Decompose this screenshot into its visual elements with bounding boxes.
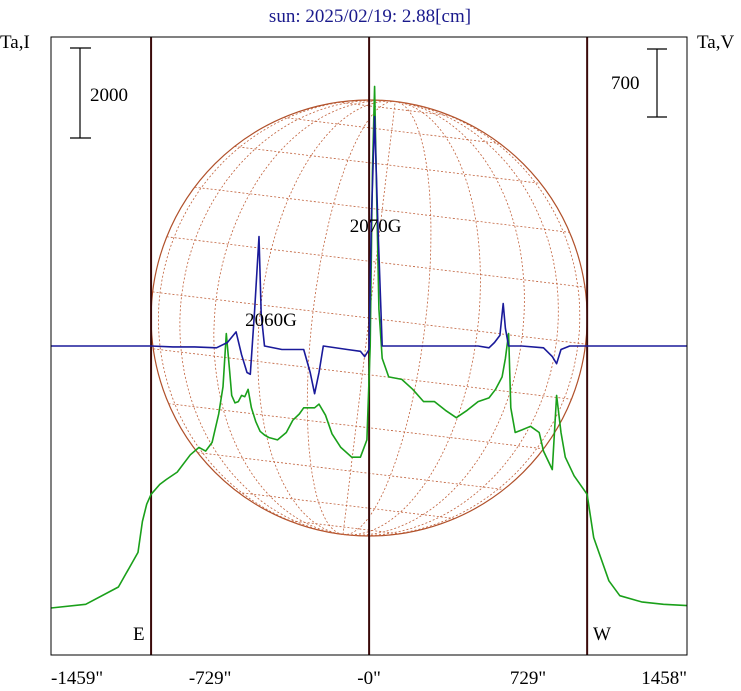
longitude-line: [342, 101, 581, 537]
latitude-line: [153, 348, 572, 400]
x-tick-labels: -1459" -729" -0" 729" 1458": [51, 668, 687, 689]
region-annotation: 2060G: [245, 310, 297, 331]
x-tick-label: -0": [357, 668, 381, 689]
chart-title: sun: 2025/02/19: 2.88[cm]: [269, 6, 471, 27]
east-limb-label: E: [133, 624, 145, 645]
x-tick-label: -729": [189, 668, 232, 689]
latitude-line: [283, 117, 500, 144]
longitude-line: [342, 101, 525, 536]
right-scale-bar: 700: [611, 48, 667, 118]
left-scale-bar: 2000: [70, 47, 128, 139]
longitude-line: [342, 101, 559, 537]
longitude-line: [213, 100, 396, 535]
west-limb-label: W: [593, 624, 611, 645]
longitude-line: [342, 101, 396, 535]
x-tick-label: -1459": [51, 668, 103, 689]
left-axis-label: Ta,I: [0, 32, 30, 53]
x-tick-label: 729": [510, 668, 546, 689]
latitude-line: [197, 452, 504, 490]
left-scale-label: 2000: [90, 85, 128, 106]
plot-frame: [50, 36, 688, 656]
longitude-line: [342, 101, 481, 536]
longitude-line: [157, 99, 396, 535]
latitude-line: [234, 146, 541, 184]
longitude-line: [343, 101, 432, 535]
x-tick-label: 1458": [641, 668, 687, 689]
latitude-line: [152, 291, 586, 345]
intensity-series-line: [50, 85, 688, 609]
right-axis-label: Ta,V: [697, 32, 734, 53]
longitude-line: [179, 99, 396, 535]
series-group: [50, 85, 688, 609]
region-annotation: 2070G: [350, 216, 402, 237]
polarization-series-line: [51, 115, 687, 395]
right-scale-label: 700: [611, 73, 640, 94]
annotations: 2070G 2060G: [245, 216, 402, 331]
latitude-line: [338, 101, 451, 117]
